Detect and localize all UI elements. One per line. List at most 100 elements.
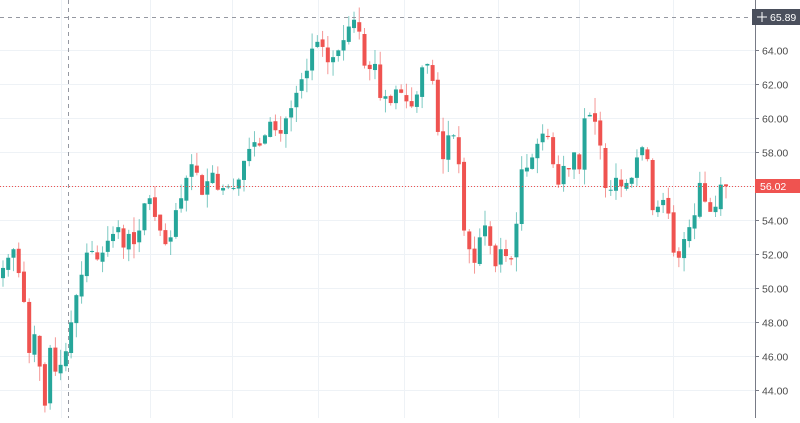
svg-text:44.00: 44.00 — [762, 385, 788, 397]
candle — [666, 187, 671, 220]
price-axis-labels: 64.00 62.00 60.00 58.00 54.00 52.00 50.00 48.00… — [755, 45, 788, 397]
candle — [315, 35, 320, 49]
candle — [503, 239, 508, 262]
candle — [184, 175, 189, 212]
candle — [278, 116, 283, 142]
candle — [37, 335, 42, 381]
svg-text:65.89: 65.89 — [770, 12, 796, 24]
candle — [283, 116, 288, 148]
candle — [687, 219, 692, 248]
candle — [671, 205, 676, 257]
candle — [247, 137, 252, 167]
candle — [48, 344, 53, 410]
candle — [519, 156, 524, 231]
candle — [74, 293, 79, 338]
candle — [331, 50, 336, 76]
candle — [703, 171, 708, 203]
candle — [441, 117, 446, 174]
candle — [472, 236, 477, 274]
candle — [682, 231, 687, 272]
candle — [587, 112, 592, 117]
candle — [79, 261, 84, 304]
candle — [603, 143, 608, 198]
candle — [200, 173, 205, 196]
svg-text:62.00: 62.00 — [762, 79, 788, 91]
candle — [509, 255, 514, 266]
candle — [388, 94, 393, 106]
candle — [11, 248, 16, 272]
candle — [262, 134, 267, 145]
candle — [655, 200, 660, 217]
candle — [629, 176, 634, 188]
candle — [456, 126, 461, 174]
candle — [404, 83, 409, 109]
candle — [572, 152, 577, 180]
candle — [95, 245, 100, 261]
candle — [131, 217, 136, 259]
candle — [362, 28, 367, 69]
candle — [111, 226, 116, 248]
candle — [142, 202, 147, 236]
candle — [477, 228, 482, 266]
candle — [163, 223, 168, 246]
candle — [257, 137, 262, 147]
candle — [179, 184, 184, 213]
crosshair-price-label: 65.89 — [752, 9, 800, 25]
candle — [352, 11, 357, 33]
candle — [294, 85, 299, 123]
candle — [561, 155, 566, 192]
candle — [556, 155, 561, 188]
candle — [540, 124, 545, 151]
price-axis[interactable]: 64.00 62.00 60.00 58.00 54.00 52.00 50.00 48.00… — [752, 0, 800, 418]
candle — [58, 349, 63, 381]
candle — [514, 212, 519, 272]
candle — [425, 63, 430, 74]
candle — [409, 87, 414, 109]
candle — [147, 194, 152, 211]
candle — [215, 166, 220, 191]
plus-icon[interactable] — [757, 12, 767, 22]
svg-text:58.00: 58.00 — [762, 147, 788, 159]
candle — [582, 108, 587, 185]
candle — [650, 158, 655, 216]
svg-text:56.02: 56.02 — [760, 181, 786, 193]
candle — [634, 149, 639, 186]
candle — [320, 30, 325, 57]
candle — [69, 310, 74, 359]
candle — [341, 24, 346, 61]
svg-text:52.00: 52.00 — [762, 249, 788, 261]
candle — [231, 178, 236, 191]
candle — [530, 153, 535, 170]
candle — [593, 97, 598, 135]
grid — [0, 0, 755, 418]
candle — [53, 337, 58, 376]
svg-text:50.00: 50.00 — [762, 283, 788, 295]
candle — [598, 111, 603, 160]
svg-text:48.00: 48.00 — [762, 317, 788, 329]
candle — [346, 16, 351, 45]
candle — [713, 195, 718, 217]
candle — [467, 229, 472, 264]
candle — [608, 180, 613, 196]
candle — [420, 65, 425, 109]
candle — [545, 128, 550, 140]
candle — [551, 132, 556, 168]
candle — [357, 7, 362, 40]
candle — [393, 85, 398, 110]
candle — [414, 91, 419, 113]
candle — [205, 168, 210, 208]
svg-text:46.00: 46.00 — [762, 351, 788, 363]
candle — [367, 61, 372, 81]
candle — [692, 203, 697, 240]
candle — [173, 202, 178, 239]
candle — [221, 184, 226, 196]
candle — [435, 72, 440, 136]
candle — [446, 120, 451, 173]
candle — [697, 171, 702, 219]
candle — [336, 49, 341, 62]
svg-text:60.00: 60.00 — [762, 113, 788, 125]
candle — [194, 152, 199, 176]
candle — [451, 134, 456, 140]
